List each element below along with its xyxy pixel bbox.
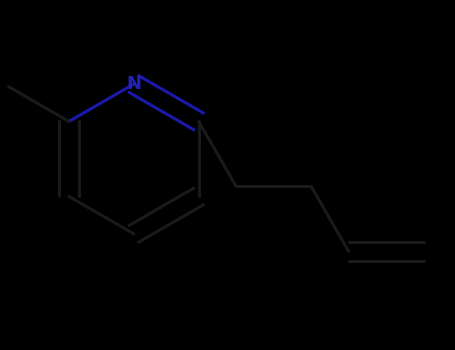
Text: N: N bbox=[126, 75, 142, 93]
